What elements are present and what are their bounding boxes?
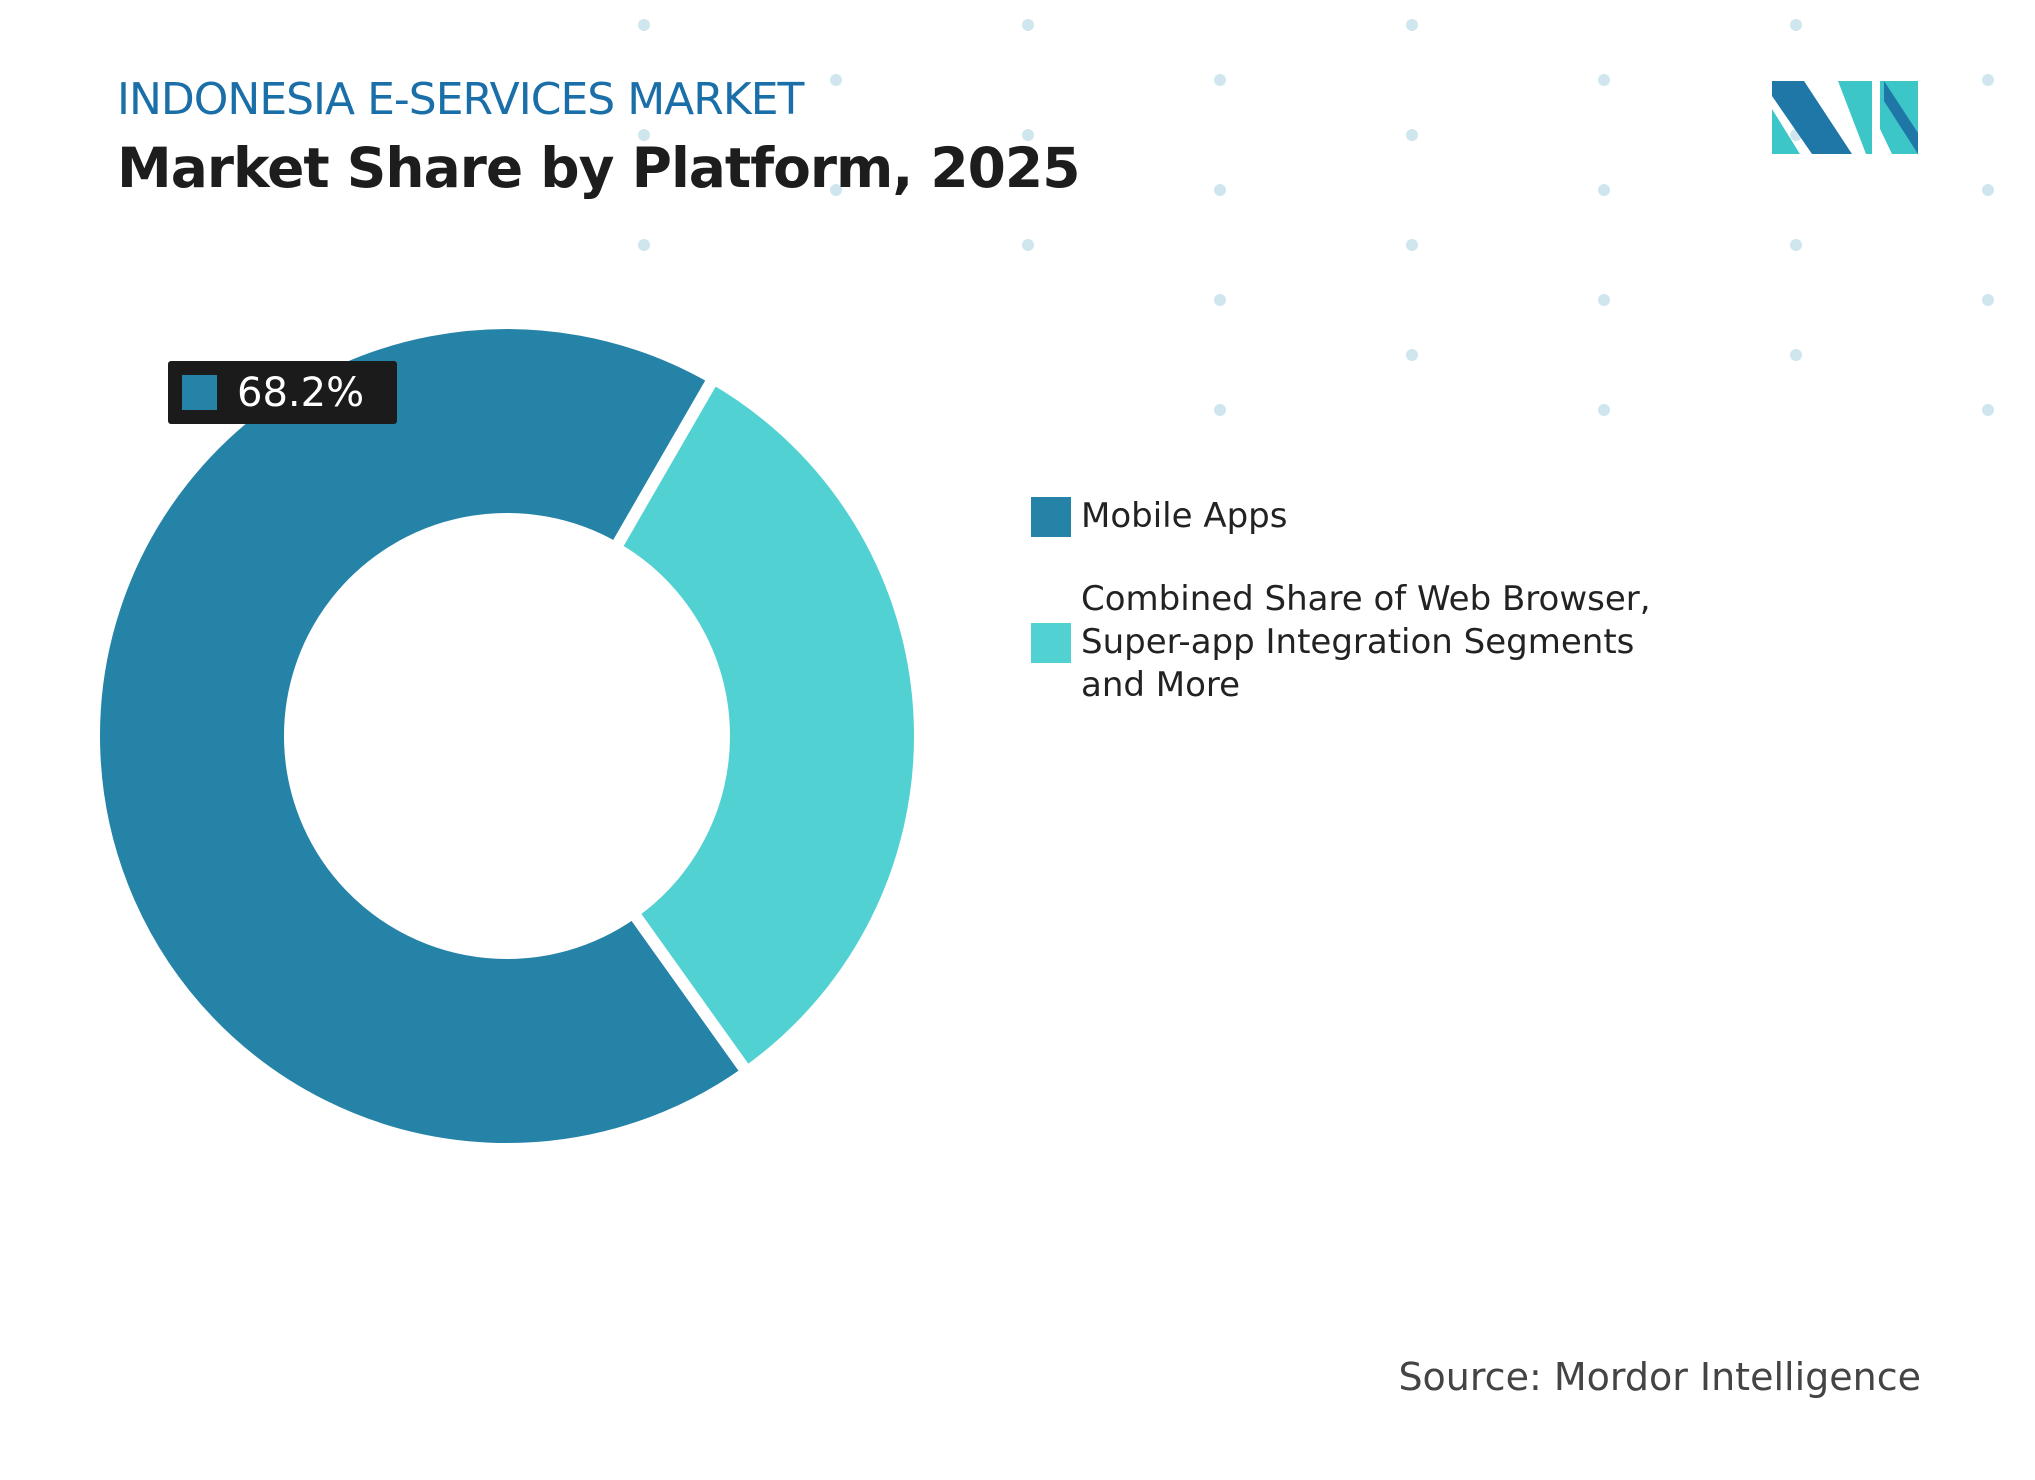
pattern-dot [1022,239,1034,251]
pattern-dot [1790,19,1802,31]
legend-item-mobile-apps: Mobile Apps [1031,495,1701,538]
legend-swatch [1031,496,1071,537]
chart-subtitle: INDONESIA E-SERVICES MARKET [117,74,804,125]
donut-slice-1 [607,370,926,1081]
pattern-dot [1022,129,1034,141]
mordor-logo [1772,81,1918,154]
data-label-text: 68.2% [237,369,365,416]
pattern-dot [1598,184,1610,196]
pattern-dot [1406,349,1418,361]
pattern-dot [1214,184,1226,196]
pattern-dot [1214,74,1226,86]
legend-label: Mobile Apps [1081,496,1288,536]
legend-swatch [1031,622,1071,663]
pattern-dot [1982,404,1994,416]
pattern-dot [1982,184,1994,196]
pattern-dot [1022,19,1034,31]
legend-label: Combined Share of Web Browser, Super-app… [1081,579,1651,705]
pattern-dot [1982,294,1994,306]
pattern-dot [1790,349,1802,361]
pattern-dot [1598,294,1610,306]
legend-item-combined-share: Combined Share of Web Browser, Super-app… [1031,578,1701,707]
pattern-dot [1214,294,1226,306]
pattern-dot [638,239,650,251]
source-note: Source: Mordor Intelligence [1398,1355,1921,1399]
pattern-dot [830,184,842,196]
pattern-dot [1982,74,1994,86]
pattern-dot [1214,404,1226,416]
donut-slice-0 [88,317,756,1155]
legend: Mobile Apps Combined Share of Web Browse… [1031,495,1701,747]
pattern-dot [1598,74,1610,86]
pattern-dot [1598,404,1610,416]
pattern-dot [1406,129,1418,141]
chart-title: Market Share by Platform, 2025 [117,136,1080,200]
pattern-dot [1790,239,1802,251]
pattern-dot [1406,239,1418,251]
pattern-dot [638,19,650,31]
data-label-mobile-apps: 68.2% [168,361,397,424]
pattern-dot [1406,19,1418,31]
pattern-dot [830,74,842,86]
data-label-swatch [182,375,217,410]
pattern-dot [638,129,650,141]
